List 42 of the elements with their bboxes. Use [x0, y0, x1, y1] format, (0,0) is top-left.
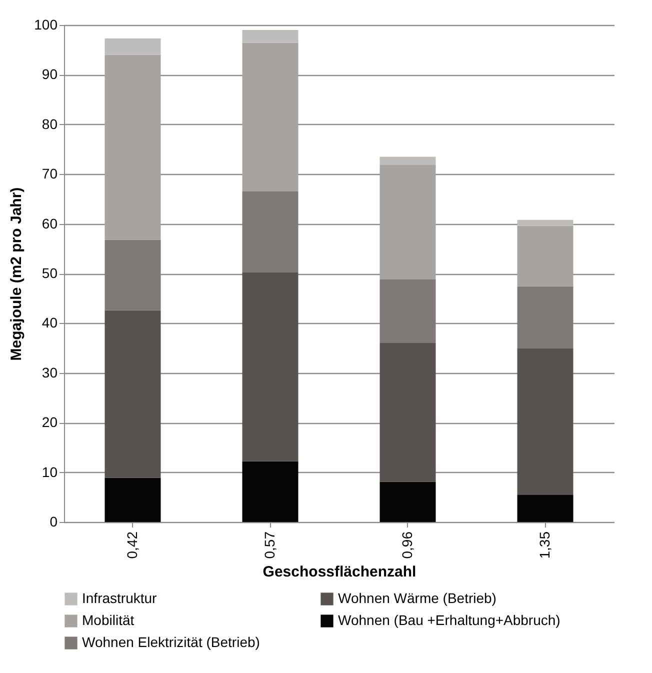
y-axis-title: Megajoule (m2 pro Jahr) — [8, 187, 26, 361]
bar — [104, 478, 161, 522]
legend-label: Infrastruktur — [82, 590, 158, 606]
y-tick-label: 90 — [42, 66, 58, 82]
bar — [517, 494, 574, 522]
bar — [104, 38, 161, 55]
bar — [242, 191, 298, 273]
bar — [380, 156, 436, 165]
y-tick-label: 60 — [42, 215, 58, 232]
x-tick-label: 0,57 — [261, 531, 278, 559]
bar — [104, 310, 161, 478]
bar — [517, 220, 574, 226]
y-tick-label: 30 — [42, 364, 58, 380]
legend-label: Wohnen Wärme (Betrieb) — [338, 590, 496, 606]
bar — [380, 164, 436, 280]
y-tick-label: 80 — [42, 116, 58, 132]
bar — [380, 482, 436, 522]
x-tick-label: 1,35 — [536, 531, 552, 559]
bar — [517, 348, 574, 495]
x-tick-label: 0,96 — [398, 531, 415, 559]
y-tick-label: 50 — [42, 265, 58, 281]
bar — [242, 42, 298, 192]
y-tick-label: 70 — [42, 166, 58, 182]
bar — [104, 240, 161, 310]
y-tick-label: 100 — [34, 16, 58, 32]
x-tick-label: 0,42 — [124, 531, 140, 559]
legend-label: Wohnen Elektrizität (Betrieb) — [82, 634, 260, 650]
bar — [242, 272, 298, 462]
bar — [517, 286, 574, 349]
bar — [380, 342, 436, 482]
bar — [242, 461, 298, 522]
bar — [242, 30, 298, 43]
y-tick-label: 0 — [50, 514, 58, 530]
y-tick-label: 10 — [42, 464, 58, 480]
bar — [380, 279, 436, 343]
bar — [517, 226, 574, 286]
y-tick-label: 20 — [42, 414, 58, 430]
x-axis-title: Geschossflächenzahl — [262, 564, 416, 581]
bar — [104, 54, 161, 240]
legend-label: Mobilität — [82, 612, 134, 628]
y-tick-label: 40 — [42, 314, 58, 331]
legend-label: Wohnen (Bau +Erhaltung+Abbruch) — [338, 612, 560, 628]
